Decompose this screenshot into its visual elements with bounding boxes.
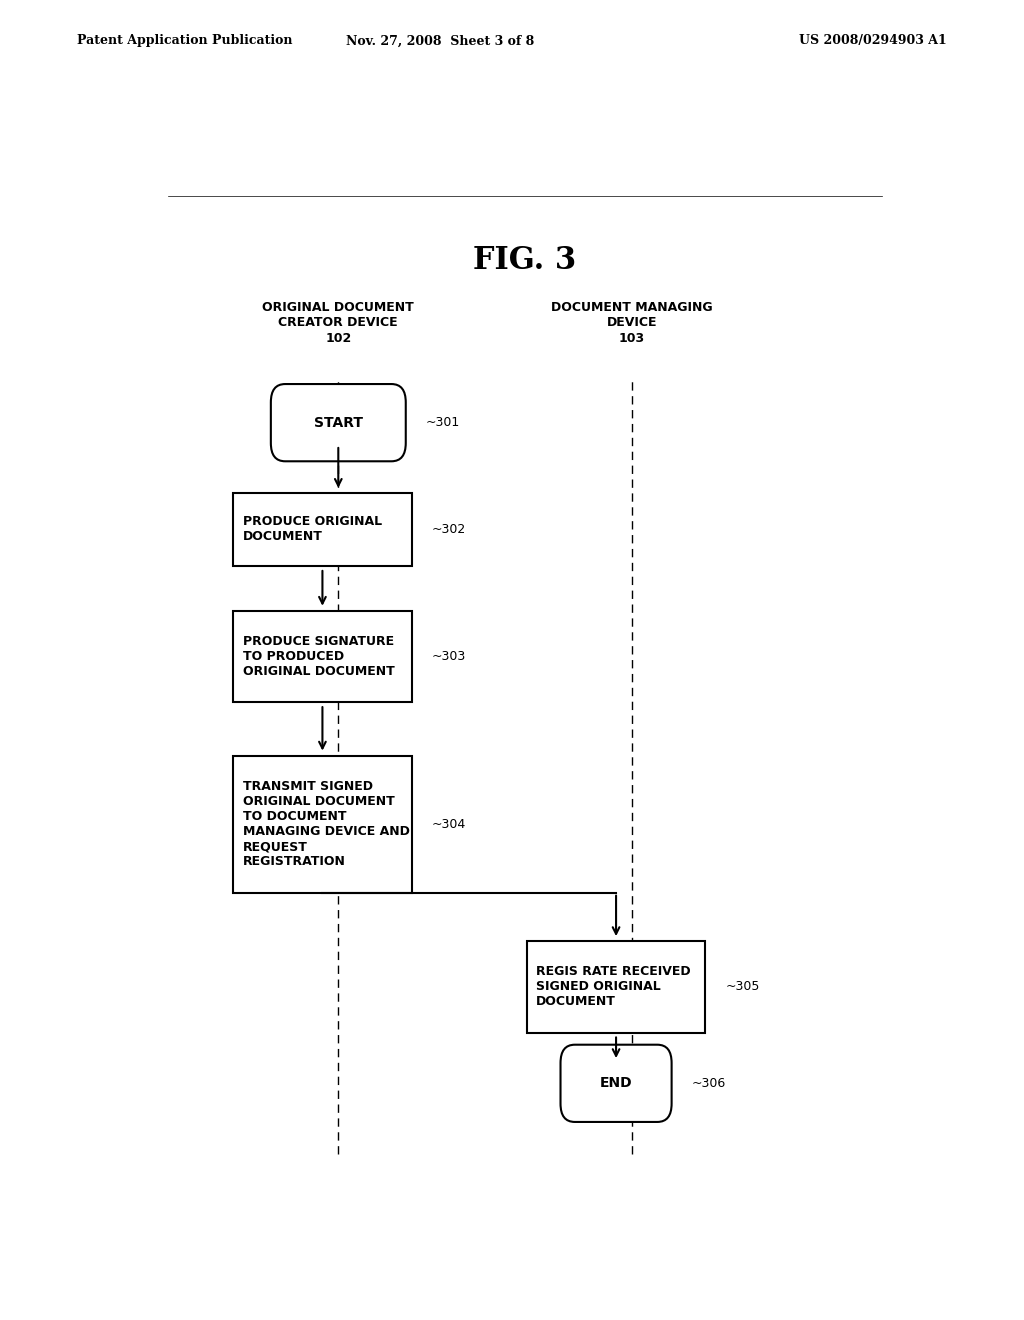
Text: TRANSMIT SIGNED
ORIGINAL DOCUMENT
TO DOCUMENT
MANAGING DEVICE AND
REQUEST
REGIST: TRANSMIT SIGNED ORIGINAL DOCUMENT TO DOC…	[243, 780, 410, 869]
Text: ~305: ~305	[725, 981, 760, 993]
Text: 102: 102	[326, 331, 351, 345]
Text: PRODUCE SIGNATURE
TO PRODUCED
ORIGINAL DOCUMENT: PRODUCE SIGNATURE TO PRODUCED ORIGINAL D…	[243, 635, 394, 678]
Text: Patent Application Publication: Patent Application Publication	[77, 34, 292, 48]
Bar	[526, 941, 706, 1032]
FancyBboxPatch shape	[560, 1044, 672, 1122]
Bar	[233, 755, 412, 892]
Text: ORIGINAL DOCUMENT: ORIGINAL DOCUMENT	[262, 301, 414, 314]
Text: FIG. 3: FIG. 3	[473, 244, 577, 276]
Text: Nov. 27, 2008  Sheet 3 of 8: Nov. 27, 2008 Sheet 3 of 8	[346, 34, 535, 48]
Text: ~301: ~301	[426, 416, 460, 429]
Text: ~304: ~304	[431, 817, 466, 830]
Text: US 2008/0294903 A1: US 2008/0294903 A1	[800, 34, 947, 48]
FancyBboxPatch shape	[270, 384, 406, 461]
Bar	[233, 492, 412, 566]
Text: ~303: ~303	[431, 649, 466, 663]
Text: 103: 103	[618, 331, 645, 345]
Text: END: END	[600, 1076, 633, 1090]
Text: PRODUCE ORIGINAL
DOCUMENT: PRODUCE ORIGINAL DOCUMENT	[243, 515, 382, 544]
Text: START: START	[313, 416, 362, 430]
Text: REGIS RATE RECEIVED
SIGNED ORIGINAL
DOCUMENT: REGIS RATE RECEIVED SIGNED ORIGINAL DOCU…	[537, 965, 691, 1008]
Text: CREATOR DEVICE: CREATOR DEVICE	[279, 315, 398, 329]
Text: ~306: ~306	[691, 1077, 726, 1090]
Bar	[233, 611, 412, 702]
Text: DOCUMENT MANAGING: DOCUMENT MANAGING	[551, 301, 713, 314]
Text: ~302: ~302	[431, 523, 466, 536]
Text: DEVICE: DEVICE	[606, 315, 657, 329]
